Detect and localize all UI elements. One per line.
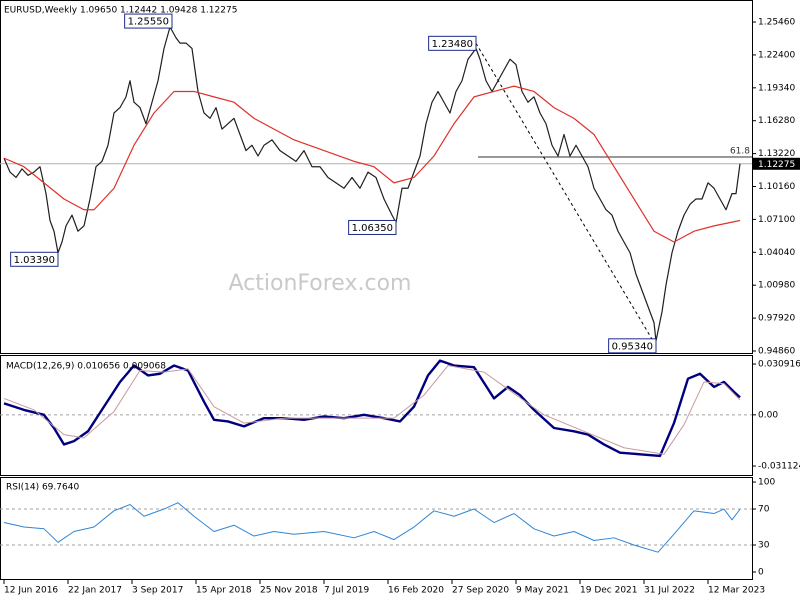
x-tick-label: 7 Jul 2019 <box>324 586 369 596</box>
x-tick-label: 12 Jun 2016 <box>4 586 58 596</box>
x-tick-label: 31 Jul 2022 <box>644 586 695 596</box>
y-tick-label: 1.10160 <box>758 182 795 192</box>
annotation-box <box>608 338 657 354</box>
retracement-label: 61.8 <box>730 147 750 157</box>
y-tick-label: 1.25460 <box>758 18 795 28</box>
x-tick-label: 19 Dec 2021 <box>580 586 638 596</box>
y-tick-label: 0.94860 <box>758 346 795 356</box>
series-line <box>3 502 741 553</box>
x-tick-label: 22 Jan 2017 <box>68 586 122 596</box>
y-tick-label: 30 <box>758 541 770 551</box>
series-line <box>3 365 741 455</box>
annotation-box <box>10 251 59 267</box>
y-tick-label: 1.19340 <box>758 83 795 93</box>
y-tick-label: 1.07100 <box>758 215 795 225</box>
y-tick-label: 0.030916 <box>758 360 800 370</box>
macd-panel <box>0 355 753 476</box>
y-tick-label: 0.97920 <box>758 314 795 324</box>
x-tick-label: 9 May 2021 <box>516 586 569 596</box>
panel-title: RSI(14) 69.7640 <box>6 483 79 493</box>
trend-line <box>475 43 657 347</box>
x-tick-label: 25 Nov 2018 <box>260 586 318 596</box>
last-price-label: 1.12275 <box>758 160 795 170</box>
annotation-label: 1.03390 <box>14 255 55 266</box>
y-tick-label: 1.04040 <box>758 248 795 258</box>
y-tick-label: -0.031124 <box>758 462 800 472</box>
y-tick-label: 1.16280 <box>758 116 795 126</box>
panel-title: MACD(12,26,9) 0.010656 0.009068 <box>6 362 166 372</box>
x-tick-label: 27 Sep 2020 <box>452 586 509 596</box>
annotation-box <box>348 219 397 235</box>
y-tick-label: 70 <box>758 505 770 515</box>
last-price-box <box>753 157 800 170</box>
y-tick-label: 0 <box>758 567 764 577</box>
annotation-label: 1.23480 <box>432 39 473 50</box>
x-tick-label: 3 Sep 2017 <box>132 586 183 596</box>
price-panel <box>0 0 753 354</box>
y-tick-label: 0.00 <box>758 410 778 420</box>
annotation-box <box>428 35 477 51</box>
y-tick-label: 1.00980 <box>758 281 795 291</box>
annotation-label: 0.95340 <box>612 341 653 352</box>
x-tick-label: 16 Feb 2020 <box>388 586 444 596</box>
rsi-panel <box>0 477 753 580</box>
y-tick-label: 1.22400 <box>758 50 795 60</box>
annotation-label: 1.25550 <box>128 17 169 28</box>
y-tick-label: 1.13220 <box>758 149 795 159</box>
series-line <box>3 85 741 243</box>
x-tick-label: 12 Mar 2023 <box>708 586 765 596</box>
annotation-label: 1.06350 <box>352 223 393 234</box>
series-line <box>3 26 741 342</box>
annotation-box <box>124 13 173 29</box>
y-tick-label: 100 <box>758 478 775 488</box>
panel-title: EURUSD,Weekly 1.09650 1.12442 1.09428 1.… <box>4 6 237 16</box>
x-tick-label: 15 Apr 2018 <box>196 586 252 596</box>
watermark: ActionForex.com <box>229 271 412 296</box>
